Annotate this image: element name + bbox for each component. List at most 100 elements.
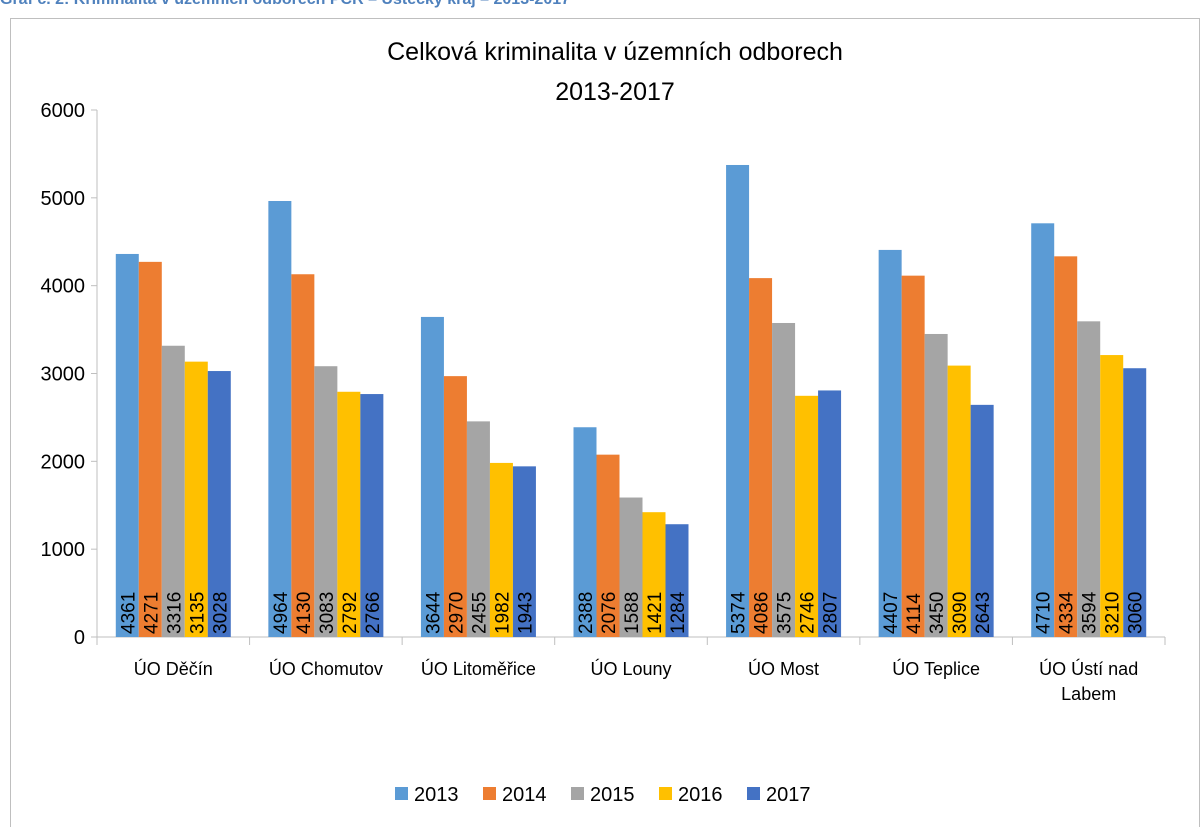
bar <box>947 365 971 637</box>
bar <box>726 164 750 637</box>
legend-label: 2013 <box>414 784 459 806</box>
y-tick-label: 5000 <box>41 188 86 210</box>
bar <box>772 322 796 637</box>
bar <box>818 390 842 637</box>
data-label: 3060 <box>1126 592 1147 634</box>
bar <box>1100 355 1124 637</box>
data-label: 3575 <box>775 592 796 634</box>
data-label: 2792 <box>340 592 361 634</box>
x-tick-label: ÚO Most <box>748 659 820 679</box>
data-label: 1421 <box>645 592 666 634</box>
data-label: 2970 <box>446 592 467 634</box>
y-tick-label: 1000 <box>41 539 86 561</box>
bar <box>1031 223 1055 637</box>
data-label: 4086 <box>752 592 773 634</box>
data-label: 4271 <box>141 592 162 634</box>
bar <box>1123 368 1147 637</box>
data-label: 4710 <box>1034 592 1055 634</box>
data-label: 4361 <box>118 592 139 634</box>
bar <box>184 361 208 637</box>
data-label: 3135 <box>187 592 208 634</box>
data-label: 4114 <box>904 593 925 634</box>
legend-label: 2017 <box>766 784 811 806</box>
x-tick-label: ÚO Louny <box>590 659 672 679</box>
bar <box>207 371 231 637</box>
y-tick-label: 3000 <box>41 364 86 386</box>
x-tick-label: ÚO Chomutov <box>268 659 383 679</box>
legend-label: 2014 <box>502 784 547 806</box>
data-label: 2766 <box>363 592 384 634</box>
data-label: 3090 <box>950 592 971 634</box>
y-tick-label: 4000 <box>41 276 86 298</box>
bar <box>619 497 643 637</box>
legend-label: 2016 <box>678 784 723 806</box>
legend-swatch <box>571 787 584 800</box>
data-label: 2746 <box>798 592 819 634</box>
data-label: 3210 <box>1103 592 1124 634</box>
data-label: 4334 <box>1057 591 1078 634</box>
bar <box>268 200 292 637</box>
bar <box>337 391 361 637</box>
data-label: 1982 <box>492 592 513 634</box>
bar <box>573 427 597 637</box>
data-label: 2455 <box>469 592 490 634</box>
bar <box>489 462 513 637</box>
bar <box>665 524 689 637</box>
x-tick-label: ÚO Děčín <box>133 659 213 679</box>
bar <box>360 394 384 637</box>
bar <box>443 376 467 637</box>
legend-swatch <box>747 787 760 800</box>
caption: Graf č. 2: Kriminalita v územních odbore… <box>0 0 570 9</box>
legend-swatch <box>395 787 408 800</box>
y-tick-label: 0 <box>74 627 85 649</box>
data-label: 2643 <box>973 592 994 634</box>
bar <box>1054 256 1078 637</box>
bar <box>878 249 902 637</box>
y-tick-label: 2000 <box>41 451 86 473</box>
chart-title: 2013-2017 <box>555 78 675 106</box>
data-label: 5374 <box>729 591 750 634</box>
data-label: 3028 <box>210 592 231 634</box>
data-label: 1284 <box>668 591 689 634</box>
data-label: 2076 <box>599 592 620 634</box>
bar <box>596 454 620 637</box>
data-label: 3083 <box>317 592 338 634</box>
x-tick-label: ÚO Ústí nad Labem <box>1039 659 1139 704</box>
bar <box>749 278 773 637</box>
bar <box>795 395 819 637</box>
bar <box>512 466 536 637</box>
chart-frame <box>10 18 1200 827</box>
bar <box>1077 321 1101 637</box>
bar <box>970 404 994 637</box>
legend-label: 2015 <box>590 784 635 806</box>
bar <box>924 333 948 637</box>
bar <box>138 261 162 637</box>
legend-swatch <box>483 787 496 800</box>
data-label: 1943 <box>515 592 536 634</box>
data-label: 4130 <box>294 592 315 634</box>
data-label: 3594 <box>1080 591 1101 634</box>
bar <box>642 512 666 637</box>
data-label: 4407 <box>881 592 902 634</box>
y-tick-label: 6000 <box>41 100 86 122</box>
data-label: 3316 <box>164 592 185 634</box>
data-label: 2807 <box>821 592 842 634</box>
legend-swatch <box>659 787 672 800</box>
data-label: 3450 <box>927 592 948 634</box>
chart-title: Celková kriminalita v územních odborech <box>387 38 843 66</box>
x-tick-label: ÚO Litoměřice <box>420 659 536 679</box>
data-label: 2388 <box>576 592 597 634</box>
bar <box>420 316 444 637</box>
data-label: 3644 <box>423 591 444 634</box>
bar <box>314 366 338 637</box>
bar <box>901 275 925 637</box>
data-label: 1588 <box>622 592 643 634</box>
bar <box>161 345 185 637</box>
data-label: 4964 <box>271 591 292 634</box>
bar <box>291 274 315 637</box>
x-tick-label: ÚO Teplice <box>892 659 980 679</box>
bar <box>466 421 490 637</box>
bar <box>115 253 139 637</box>
